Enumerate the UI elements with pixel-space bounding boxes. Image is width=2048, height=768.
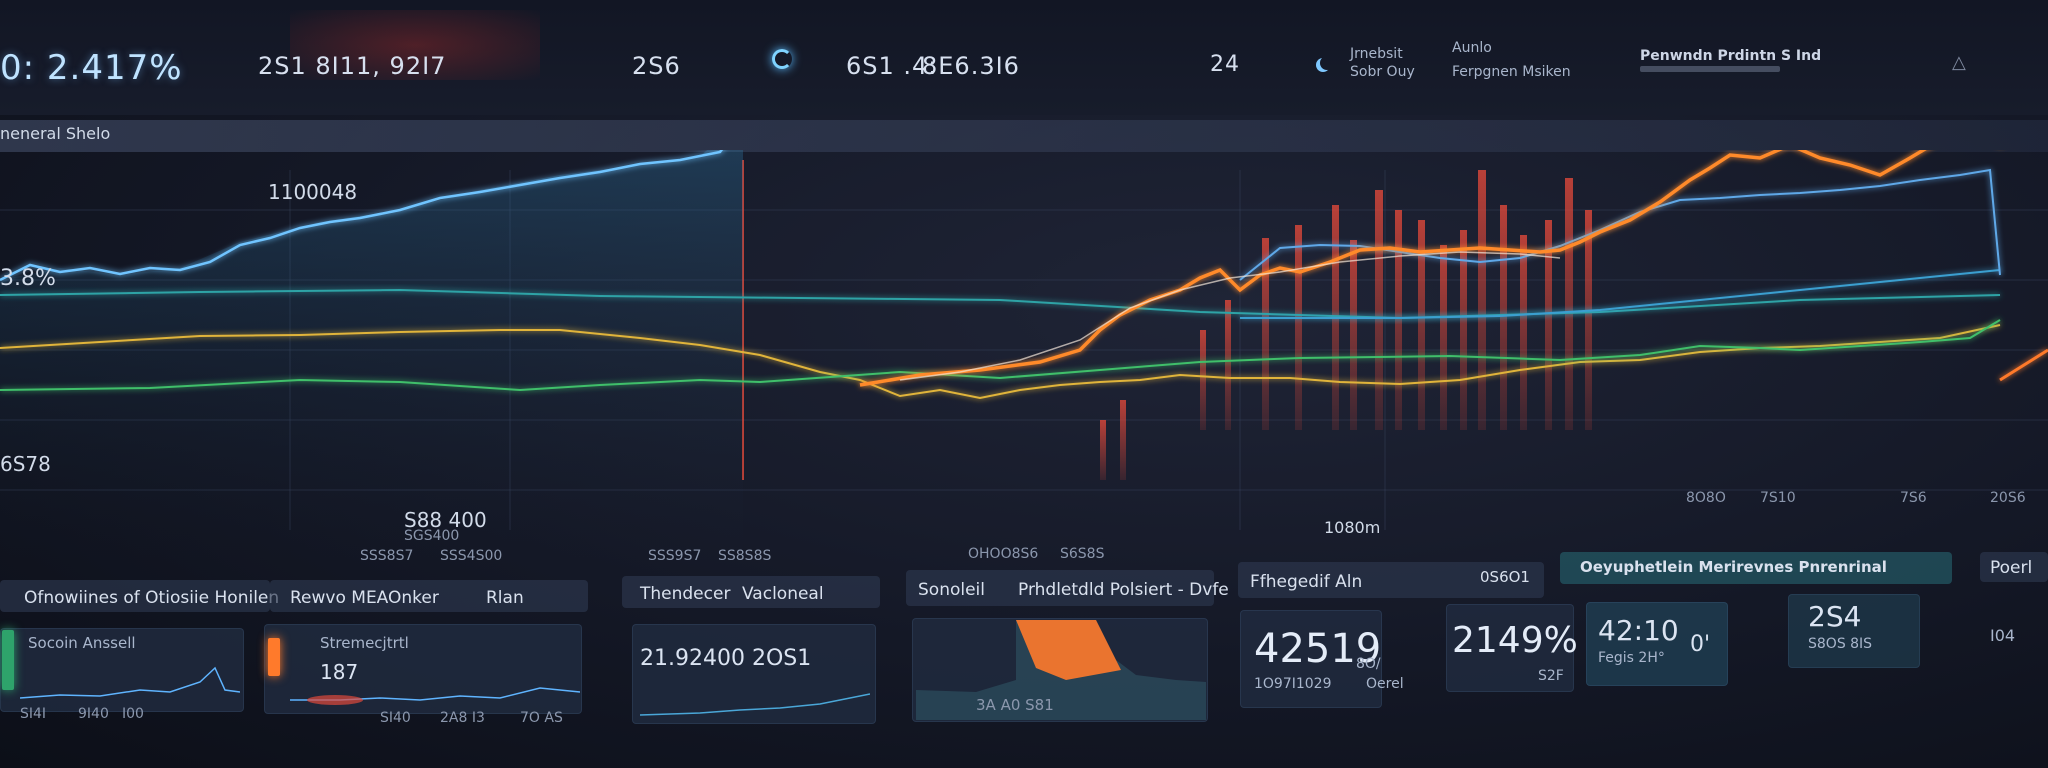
series-teal (0, 288, 2001, 320)
stat-label-9: Penwndn Prdintn S Ind (1640, 48, 1822, 64)
stat-percent: 0: 2.417% (0, 48, 183, 88)
axis-label-c: SSS9S7 (648, 548, 702, 564)
panel-4-header[interactable] (906, 570, 1214, 606)
panel-7-title: Oeyuphetlein Merirevnes Pnrenrinal (1580, 558, 1887, 576)
panel-7-sub: Fegis 2H° (1598, 650, 1665, 666)
panel-2-ax3: 7O AS (520, 710, 563, 726)
stat-underline (1640, 66, 1780, 72)
panel-3-header[interactable] (622, 576, 880, 608)
stat-label-7b: Sobr Ouy (1350, 64, 1415, 80)
panel-9-header[interactable] (1980, 552, 2048, 582)
panel-2-value: 187 (320, 660, 359, 684)
refresh-icon[interactable] (772, 49, 792, 69)
panel-4-tag: Prhdletdld Polsiert - Dvfe (1018, 580, 1229, 600)
stat-value-5: 8E6.3I6 (922, 52, 1020, 80)
axis-label-d: SS8S8S (718, 548, 772, 564)
chart-mid-value: S88 400 (404, 508, 487, 532)
stat-value-6: 24 (1210, 52, 1240, 77)
panel-1-body (0, 628, 244, 712)
axis-label-e: OHOO8S6 (968, 546, 1039, 562)
bar-cluster (1100, 170, 1592, 480)
panel-8-sub: S8OS 8IS (1808, 636, 1873, 652)
stat-value-2: 2S1 8I11, 92I7 (258, 52, 447, 80)
panel-7-header[interactable] (1560, 552, 1952, 584)
panel-3-sparkline (640, 693, 870, 716)
panel-6-value: 2149% (1452, 620, 1578, 661)
chart-right-value: 1080m (1324, 518, 1381, 537)
panel-2-accent (268, 638, 280, 676)
panel-5-sub2: 8O/ (1356, 656, 1381, 672)
panel-3-value: 21.92400 2OS1 (640, 646, 812, 671)
stat-label-8a: Aunlo (1452, 40, 1492, 56)
panel-9-value: I04 (1990, 626, 2016, 645)
panel-6-sub: S2F (1538, 668, 1564, 684)
axis-label-a: SSS8S7 (360, 548, 414, 564)
series-blue-area (0, 150, 743, 560)
panel-2-sub: Stremecjtrtl (320, 634, 409, 652)
panel-2-sparkline (290, 687, 580, 705)
panel-4-area-chart (916, 620, 1206, 720)
chart-left-percent: 3.8% (0, 266, 56, 291)
panel-7-sub2: 0' (1690, 632, 1711, 657)
panel-1-accent (2, 630, 14, 690)
panel-5-body (1240, 610, 1382, 708)
panel-5-tag: 0S6O1 (1480, 568, 1530, 586)
axis-tick-3: 7S6 (1900, 490, 1927, 506)
main-line-chart (0, 150, 2048, 560)
panel-5-sub3: Oerel (1366, 676, 1404, 692)
axis-tick-1: 8O8O (1686, 490, 1726, 506)
panel-7-value: 42:10 (1598, 614, 1679, 647)
panel-5-title: Ffhegedif Aln (1250, 572, 1363, 592)
panel-1-header[interactable] (0, 580, 270, 612)
panel-2-title: Rewvo MEAOnker (290, 588, 439, 608)
stat-value-4: 6S1 .4: (846, 52, 938, 80)
panel-1-title: Ofnowiines of Otiosiie Honilen (24, 588, 280, 608)
axis-label-f: S6S8S (1060, 546, 1105, 562)
panel-5-value: 42519 (1254, 626, 1382, 672)
section-title: neneral Shelo (0, 124, 111, 143)
axis-tick-2: 7S10 (1760, 490, 1796, 506)
stat-value-3: 2S6 (632, 52, 681, 80)
panel-2-ax2: 2A8 I3 (440, 710, 485, 726)
chart-mid-sub: SGS400 (404, 528, 460, 544)
series-blue-left (0, 150, 724, 282)
axis-tick-4: 20S6 (1990, 490, 2026, 506)
stat-label-7a: Jrnebsit (1350, 46, 1403, 62)
section-header (0, 120, 2048, 152)
panel-6-body (1446, 604, 1574, 692)
expand-icon[interactable]: △ (1952, 52, 1966, 73)
panel-1-sub: Socoin Anssell (28, 634, 136, 652)
panel-1-sparkline (20, 666, 240, 699)
chart-left-low: 6S78 (0, 452, 51, 476)
panel-8-value: 2S4 (1808, 600, 1862, 633)
stat-label-8b: Ferpgnen Msiken (1452, 64, 1571, 80)
panel-1-ax2: 9I40 (78, 706, 109, 722)
panel-9-title: Poerl (1990, 558, 2033, 578)
axis-label-b: SSS4S00 (440, 548, 503, 564)
panel-7-body (1586, 602, 1728, 686)
series-white (899, 251, 1561, 381)
panel-1-ax1: SI4I (20, 706, 47, 722)
series-orange-tail (1999, 348, 2048, 382)
panel-2-tag: Rlan (486, 588, 524, 608)
panel-8-body (1788, 594, 1920, 668)
panel-3-title: Thendecer (640, 584, 731, 604)
panel-5-sub: 1O97I1029 (1254, 676, 1332, 692)
series-yellow (0, 324, 2001, 400)
moon-icon[interactable] (1320, 56, 1334, 70)
panel-3-body (632, 624, 876, 724)
top-stats-bar (0, 0, 2048, 115)
series-green (0, 319, 2001, 392)
panel-4-title: Sonoleil (918, 580, 985, 600)
panel-3-tag: Vacloneal (742, 584, 824, 604)
panel-4-value: 3A A0 S81 (976, 696, 1054, 714)
panel-5-header[interactable] (1238, 562, 1544, 598)
series-cyan-right (1240, 269, 2001, 319)
panel-1-ax3: I00 (122, 706, 144, 722)
glow-decoration (290, 10, 540, 80)
chart-top-value: 1100048 (268, 180, 358, 204)
panel-2-header[interactable] (270, 580, 588, 612)
panel-2-ax1: SI40 (380, 710, 411, 726)
